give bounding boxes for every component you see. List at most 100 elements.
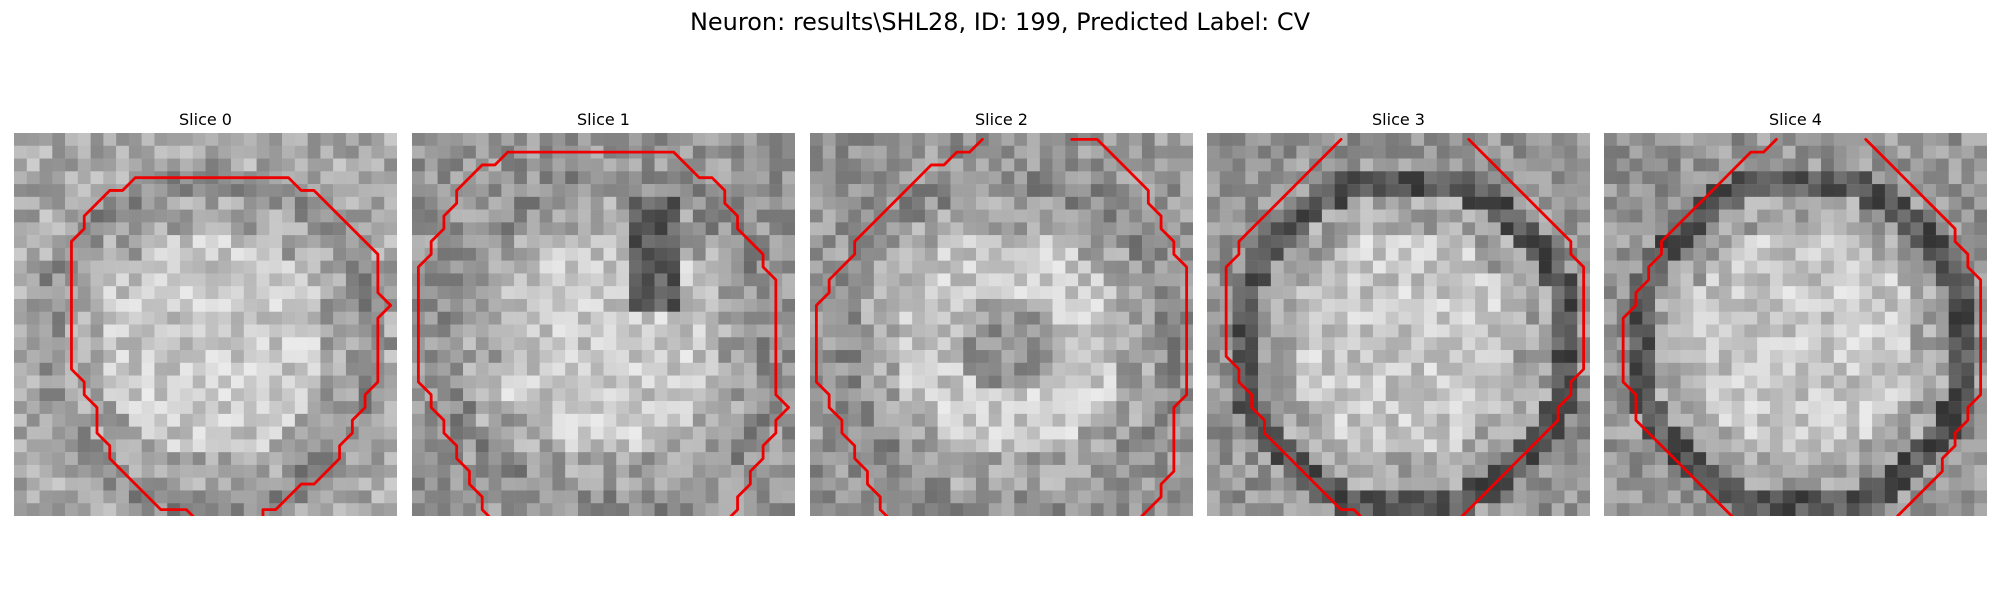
image-pixel [501,388,515,402]
image-pixel [526,286,540,300]
image-pixel [1129,337,1143,351]
image-pixel [963,133,977,147]
image-pixel [1782,490,1796,504]
image-pixel [718,247,732,261]
image-pixel [1795,503,1809,516]
image-pixel [1872,477,1886,491]
image-pixel [437,401,451,415]
image-pixel [167,133,181,147]
image-pixel [65,158,79,172]
image-pixel [103,464,117,478]
image-pixel [1141,133,1155,147]
image-pixel [577,222,591,236]
image-pixel [616,426,630,440]
image-pixel [705,209,719,223]
image-pixel [1411,247,1425,261]
image-pixel [26,413,40,427]
image-pixel [1154,337,1168,351]
image-pixel [1604,375,1618,389]
image-pixel [1564,413,1578,427]
image-pixel [358,273,372,287]
image-pixel [1014,503,1028,516]
image-pixel [1961,350,1975,364]
image-pixel [1334,171,1348,185]
image-pixel [654,452,668,466]
image-pixel [539,324,553,338]
image-pixel [358,133,372,147]
image-pixel [1604,388,1618,402]
image-pixel [1604,439,1618,453]
image-pixel [256,426,270,440]
image-pixel [577,171,591,185]
image-pixel [1052,222,1066,236]
image-pixel [565,247,579,261]
image-pixel [873,452,887,466]
image-pixel [641,235,655,249]
image-pixel [1604,298,1618,312]
image-pixel [1039,158,1053,172]
image-pixel [26,388,40,402]
image-pixel [167,426,181,440]
image-pixel [1667,260,1681,274]
image-pixel [963,286,977,300]
image-pixel [1629,158,1643,172]
image-pixel [424,311,438,325]
image-pixel [1001,273,1015,287]
image-pixel [463,196,477,210]
image-pixel [514,196,528,210]
image-pixel [1360,222,1374,236]
image-pixel [39,439,53,453]
image-pixel [577,452,591,466]
image-pixel [1680,401,1694,415]
image-pixel [1360,413,1374,427]
image-pixel [1411,362,1425,376]
image-pixel [1577,439,1590,453]
image-pixel [1782,222,1796,236]
image-pixel [475,184,489,198]
image-pixel [1961,337,1975,351]
image-pixel [1782,388,1796,402]
image-pixel [603,286,617,300]
image-pixel [1219,209,1233,223]
image-pixel [167,375,181,389]
image-pixel [1283,375,1297,389]
image-pixel [1706,235,1720,249]
image-pixel [1347,362,1361,376]
image-pixel [577,464,591,478]
image-pixel [1551,235,1565,249]
image-pixel [103,158,117,172]
image-pixel [384,260,397,274]
image-pixel [873,388,887,402]
image-pixel [141,184,155,198]
image-pixel [450,464,464,478]
image-pixel [14,196,28,210]
image-pixel [231,273,245,287]
image-pixel [1500,273,1514,287]
image-pixel [1424,260,1438,274]
image-pixel [231,503,245,516]
image-pixel [1642,171,1656,185]
image-pixel [90,171,104,185]
image-pixel [1180,209,1193,223]
image-pixel [1398,260,1412,274]
image-pixel [1923,273,1937,287]
image-pixel [167,286,181,300]
image-pixel [1360,324,1374,338]
image-pixel [1757,388,1771,402]
image-pixel [1821,311,1835,325]
image-pixel [103,311,117,325]
image-pixel [861,439,875,453]
image-pixel [1309,235,1323,249]
image-pixel [1116,311,1130,325]
image-pixel [1859,362,1873,376]
image-pixel [1935,426,1949,440]
image-pixel [705,439,719,453]
image-pixel [1385,452,1399,466]
image-pixel [1872,133,1886,147]
image-pixel [1974,464,1987,478]
image-pixel [1449,273,1463,287]
image-pixel [1974,209,1987,223]
image-pixel [988,247,1002,261]
image-pixel [629,133,643,147]
image-pixel [437,350,451,364]
